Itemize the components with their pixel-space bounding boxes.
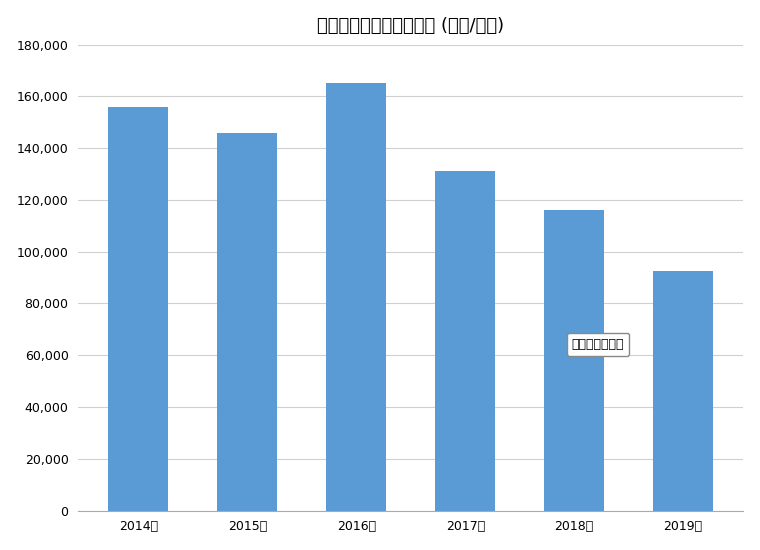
Bar [109, 107, 169, 510]
Bar [544, 210, 604, 510]
Bar [435, 172, 496, 510]
Bar [326, 84, 386, 510]
Title: 銚子港　サバ水揚げ数量 (単位/トン): 銚子港 サバ水揚げ数量 (単位/トン) [317, 16, 505, 35]
Legend: プロットエリア: プロットエリア [567, 333, 629, 356]
Bar [653, 271, 713, 510]
Bar [217, 133, 277, 510]
